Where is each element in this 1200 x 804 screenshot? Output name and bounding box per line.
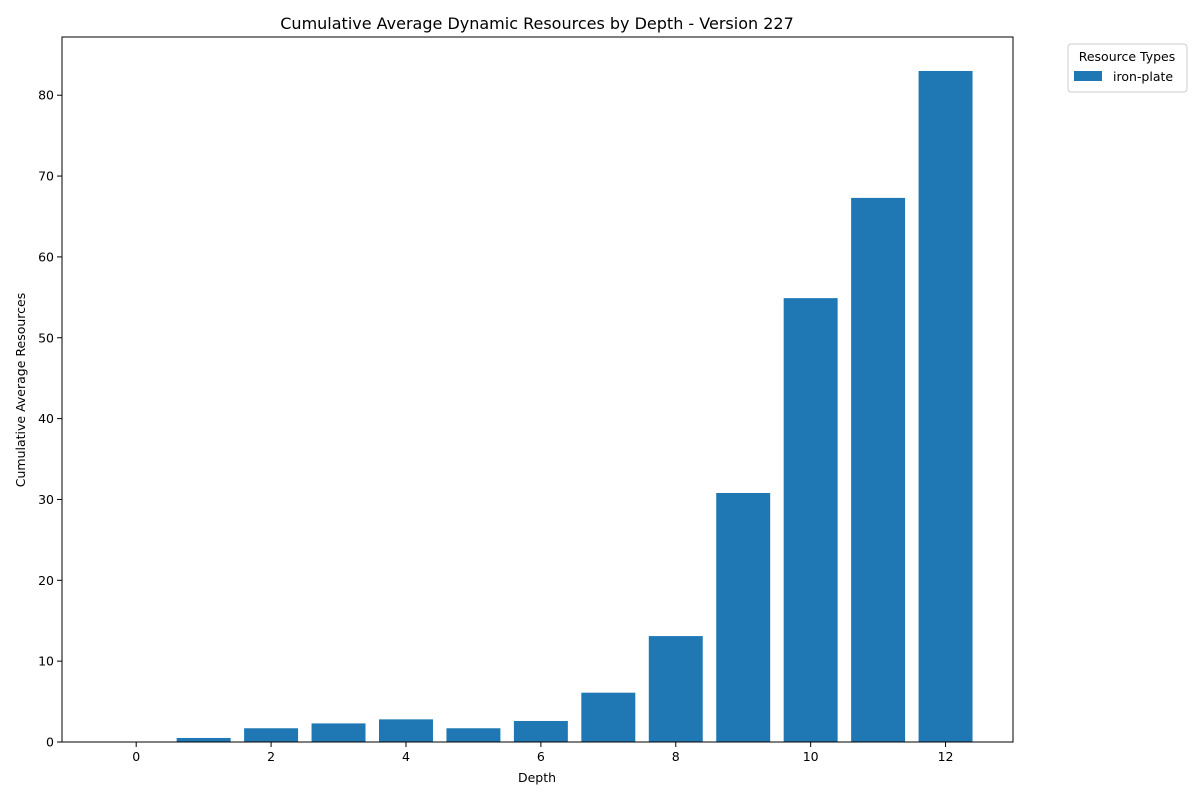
x-axis-label: Depth <box>518 770 556 785</box>
chart-title: Cumulative Average Dynamic Resources by … <box>280 14 794 33</box>
y-tick-label: 30 <box>38 492 54 507</box>
y-tick-label: 80 <box>38 88 54 103</box>
x-tick-label: 6 <box>537 749 545 764</box>
y-axis-label: Cumulative Average Resources <box>13 293 28 487</box>
x-tick-label: 0 <box>132 749 140 764</box>
plot-bars <box>176 70 973 742</box>
legend: Resource Types iron-plate <box>1067 43 1188 93</box>
y-tick-label: 70 <box>38 169 54 184</box>
bar-depth-7 <box>581 692 636 742</box>
legend-label-iron-plate: iron-plate <box>1113 69 1173 84</box>
bar-depth-5 <box>446 728 501 742</box>
y-tick-label: 60 <box>38 249 54 264</box>
y-tick-label: 10 <box>38 654 54 669</box>
bar-depth-4 <box>379 719 433 742</box>
bar-depth-6 <box>513 720 568 742</box>
legend-title: Resource Types <box>1079 49 1176 64</box>
y-tick-label: 0 <box>46 735 54 750</box>
bar-depth-10 <box>783 298 838 742</box>
bar-depth-2 <box>244 728 299 742</box>
bar-depth-9 <box>716 492 771 742</box>
x-axis: 0 2 4 6 8 10 12 <box>132 742 954 764</box>
bar-depth-12 <box>918 70 973 742</box>
y-tick-label: 50 <box>38 330 54 345</box>
y-axis: 0 10 20 30 40 50 60 70 80 <box>38 88 62 750</box>
bar-depth-11 <box>851 197 906 742</box>
x-tick-label: 4 <box>402 749 410 764</box>
bar-depth-3 <box>311 723 366 742</box>
plot-frame <box>61 36 1014 743</box>
legend-swatch-iron-plate <box>1074 71 1102 81</box>
bar-depth-8 <box>648 636 703 742</box>
x-tick-label: 12 <box>938 749 954 764</box>
x-tick-label: 2 <box>267 749 275 764</box>
y-tick-label: 40 <box>38 411 54 426</box>
bar-depth-1 <box>176 737 231 742</box>
y-tick-label: 20 <box>38 573 54 588</box>
x-tick-label: 10 <box>803 749 819 764</box>
x-tick-label: 8 <box>672 749 680 764</box>
